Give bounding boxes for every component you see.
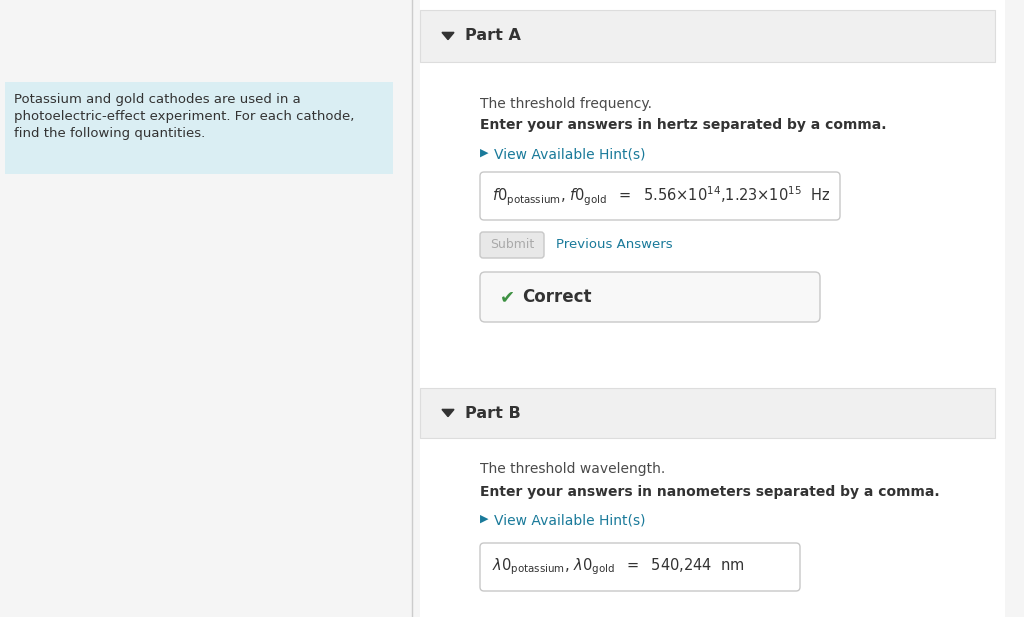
Text: Enter your answers in nanometers separated by a comma.: Enter your answers in nanometers separat… <box>480 485 940 499</box>
FancyBboxPatch shape <box>420 438 995 617</box>
Text: $\lambda 0_{\mathrm{potassium}}$, $\lambda 0_{\mathrm{gold}}$  $=$  540,244  nm: $\lambda 0_{\mathrm{potassium}}$, $\lamb… <box>492 557 744 578</box>
FancyBboxPatch shape <box>420 388 995 438</box>
FancyBboxPatch shape <box>480 232 544 258</box>
Text: $f0_{\mathrm{potassium}}$, $f0_{\mathrm{gold}}$  $=$  5.56$\times$10$^{14}$,1.23: $f0_{\mathrm{potassium}}$, $f0_{\mathrm{… <box>492 184 830 208</box>
Text: Submit: Submit <box>489 239 535 252</box>
FancyBboxPatch shape <box>480 543 800 591</box>
FancyBboxPatch shape <box>420 0 1005 617</box>
FancyBboxPatch shape <box>480 272 820 322</box>
Polygon shape <box>442 33 454 39</box>
FancyBboxPatch shape <box>5 82 393 174</box>
Text: The threshold wavelength.: The threshold wavelength. <box>480 462 666 476</box>
FancyBboxPatch shape <box>420 10 995 62</box>
Text: ▶: ▶ <box>480 148 488 158</box>
Text: photoelectric-effect experiment. For each cathode,: photoelectric-effect experiment. For eac… <box>14 110 354 123</box>
FancyBboxPatch shape <box>420 62 995 388</box>
Text: Part B: Part B <box>465 405 521 421</box>
Text: Potassium and gold cathodes are used in a: Potassium and gold cathodes are used in … <box>14 93 301 106</box>
Text: View Available Hint(s): View Available Hint(s) <box>494 514 645 528</box>
Text: find the following quantities.: find the following quantities. <box>14 127 205 140</box>
Text: Correct: Correct <box>522 288 592 306</box>
Text: The threshold frequency.: The threshold frequency. <box>480 97 652 111</box>
Text: Part A: Part A <box>465 28 521 44</box>
Text: ▶: ▶ <box>480 514 488 524</box>
Text: View Available Hint(s): View Available Hint(s) <box>494 148 645 162</box>
FancyBboxPatch shape <box>480 172 840 220</box>
Text: Previous Answers: Previous Answers <box>556 239 673 252</box>
Text: ✔: ✔ <box>500 288 515 306</box>
Polygon shape <box>442 410 454 416</box>
Text: Enter your answers in hertz separated by a comma.: Enter your answers in hertz separated by… <box>480 118 887 132</box>
